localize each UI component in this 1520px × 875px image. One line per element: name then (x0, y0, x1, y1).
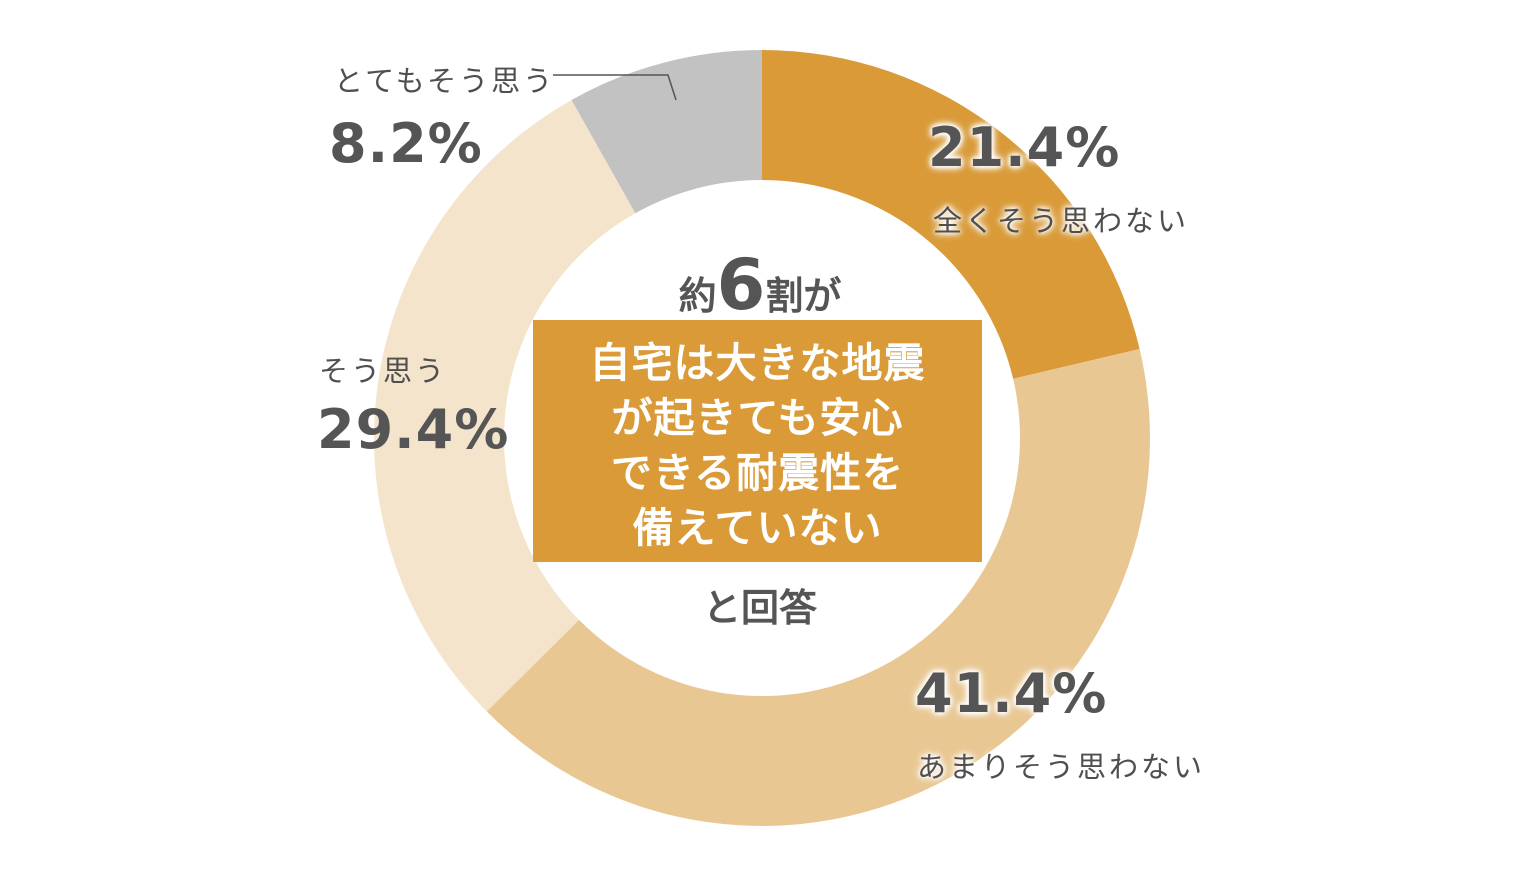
box-line: 備えていない (632, 504, 883, 552)
slice-strongly-agree (571, 50, 762, 214)
headline-suffix: 割が (765, 274, 842, 318)
category-label-strongly-agree: とてもそう思う (334, 64, 556, 98)
percent-label-strongly-agree: 8.2% (329, 112, 483, 175)
slice-agree (374, 99, 636, 712)
headline-number: 6 (716, 244, 766, 326)
percent-label-agree: 29.4% (317, 398, 510, 461)
center-headline: 約6割が (560, 250, 960, 320)
leader-line (553, 74, 677, 101)
category-label-agree: そう思う (319, 354, 448, 388)
slice-strongly-disagree (762, 50, 1140, 379)
box-line: できる耐震性を (610, 449, 905, 497)
headline-prefix: 約 (678, 274, 717, 318)
box-line: が起きても安心 (611, 394, 904, 442)
category-label-strongly-disagree: 全くそう思わない (933, 204, 1190, 238)
center-highlight-box: 自宅は大きな地震 が起きても安心 できる耐震性を 備えていない (533, 320, 982, 562)
category-label-disagree: あまりそう思わない (917, 750, 1206, 784)
percent-label-strongly-disagree: 21.4% (928, 116, 1121, 179)
slice-disagree (486, 348, 1151, 826)
box-line: 自宅は大きな地震 (589, 339, 926, 387)
percent-label-disagree: 41.4% (915, 662, 1108, 725)
center-footer: と回答 (702, 586, 817, 630)
